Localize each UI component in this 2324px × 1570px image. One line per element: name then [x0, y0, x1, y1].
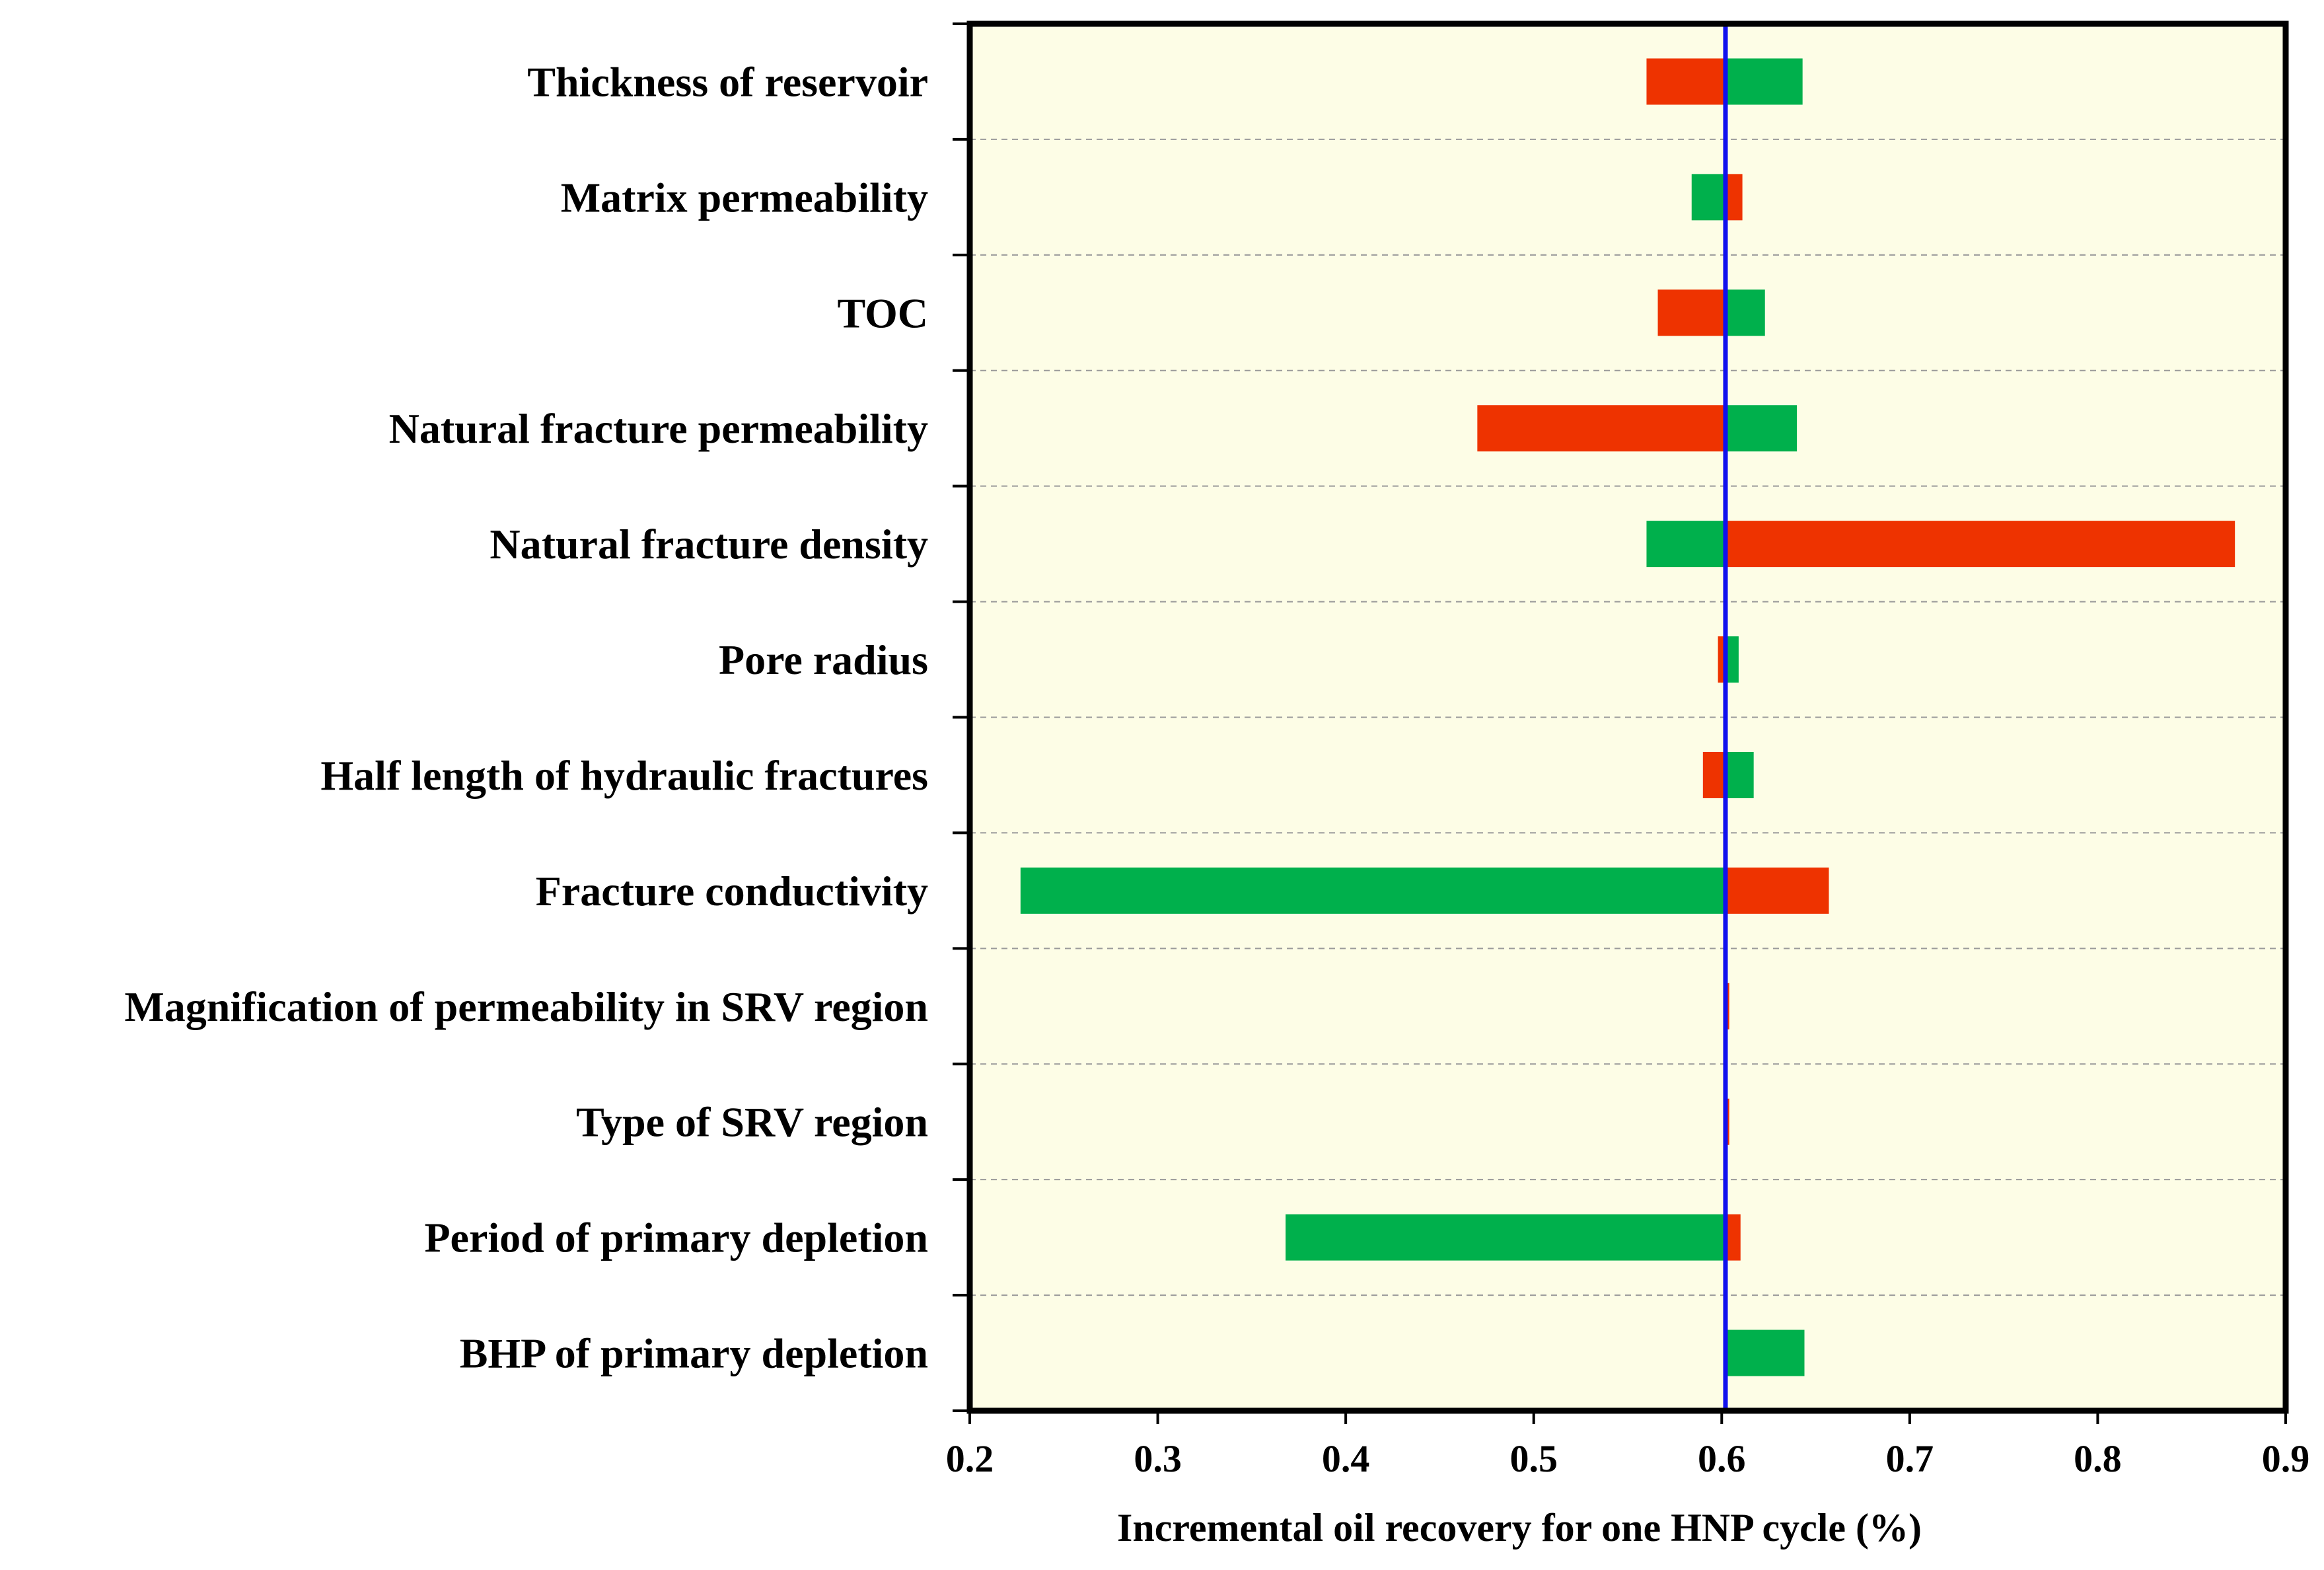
bar-green: [1725, 58, 1803, 105]
bar-green: [1725, 636, 1739, 683]
bar-green: [1646, 521, 1725, 568]
x-axis-title: Incremental oil recovery for one HNP cyc…: [1117, 1506, 1922, 1550]
bar-red: [1477, 405, 1725, 452]
x-tick-label: 0.3: [1134, 1437, 1182, 1480]
category-label: Thickness of reservoir: [527, 58, 928, 105]
x-tick-label: 0.6: [1698, 1437, 1746, 1480]
bar-green: [1725, 289, 1765, 336]
bar-red: [1702, 751, 1725, 798]
category-label: Matrix permeability: [561, 174, 928, 221]
category-labels: Thickness of reservoir Matrix permeabilit…: [124, 58, 928, 1376]
bars: [1020, 58, 2235, 1376]
bar-red: [1657, 289, 1725, 336]
category-label: Natural fracture permeability: [389, 405, 928, 452]
bar-red: [1718, 636, 1725, 683]
bar-green: [1725, 405, 1797, 452]
bar-green: [1691, 174, 1725, 221]
x-tick-label: 0.5: [1509, 1437, 1558, 1480]
category-label: Half length of hydraulic fractures: [320, 752, 928, 799]
x-tick-label: 0.4: [1322, 1437, 1370, 1480]
x-tick-label: 0.9: [2262, 1437, 2310, 1480]
x-tick-label: 0.2: [946, 1437, 994, 1480]
x-tick-label: 0.7: [1886, 1437, 1934, 1480]
category-label: Type of SRV region: [576, 1099, 928, 1146]
y-axis-ticks: [953, 22, 970, 1412]
grid-lines: [970, 138, 2286, 1296]
bar-red: [1725, 867, 1829, 914]
bar-red: [1725, 1214, 1741, 1261]
bar-green: [1725, 1329, 1805, 1376]
bar-red: [1725, 521, 2235, 568]
bar-green: [1725, 751, 1754, 798]
category-label: TOC: [837, 289, 928, 336]
category-label: Period of primary depletion: [424, 1215, 928, 1261]
x-axis-ticks: 0.2 0.3 0.4 0.5 0.6 0.7 0.8 0.9: [946, 1411, 2310, 1480]
category-label: Natural fracture density: [490, 521, 928, 568]
category-label: Pore radius: [719, 636, 928, 683]
bar-green: [1020, 867, 1725, 914]
bar-green: [1286, 1214, 1725, 1261]
bar-red: [1646, 58, 1725, 105]
x-tick-label: 0.8: [2074, 1437, 2122, 1480]
category-label: Fracture conductivity: [536, 868, 928, 915]
category-label: BHP of primary depletion: [460, 1330, 928, 1377]
category-label: Magnification of permeability in SRV reg…: [124, 983, 928, 1030]
bar-red: [1725, 174, 1743, 221]
